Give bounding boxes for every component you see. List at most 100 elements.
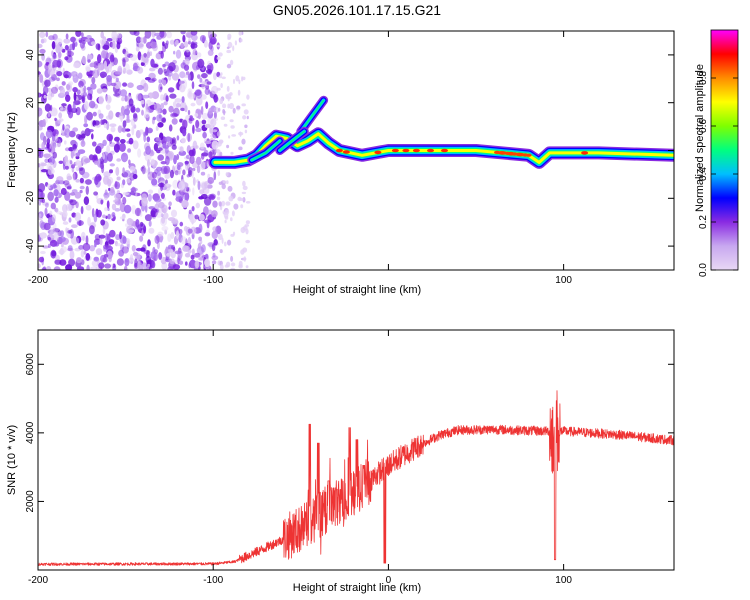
noise-blob: [147, 172, 150, 177]
noise-blob: [216, 141, 222, 147]
noise-blob: [204, 232, 211, 237]
noise-blob: [171, 118, 178, 125]
noise-blob: [116, 140, 120, 150]
noise-blob: [137, 66, 144, 74]
noise-blob: [176, 230, 179, 240]
noise-blob: [143, 52, 147, 58]
noise-blob: [145, 126, 149, 136]
noise-blob: [213, 107, 220, 113]
noise-blob: [185, 261, 188, 266]
noise-blob: [47, 111, 51, 118]
noise-blob: [170, 232, 175, 239]
noise-blob: [179, 260, 184, 265]
noise-blob: [236, 105, 241, 110]
noise-blob: [114, 136, 120, 142]
noise-blob: [57, 119, 62, 124]
noise-blob: [81, 171, 90, 179]
noise-blob: [144, 31, 152, 39]
noise-blob: [176, 135, 180, 141]
noise-blob: [119, 111, 124, 117]
noise-blob: [230, 267, 236, 270]
noise-blob: [233, 203, 239, 210]
noise-blob: [178, 228, 183, 235]
noise-blob: [72, 41, 76, 51]
noise-blob: [44, 115, 48, 124]
noise-blob: [124, 51, 129, 58]
colorbar-tick-label: 0.0: [698, 263, 709, 277]
snr-panel: -200 -100 0 100 2000 4000 6000 Height of strai…: [6, 329, 675, 594]
colorbar: 0.0 0.2 0.4 0.6 0.8 Normalized spectral ampl…: [694, 29, 739, 277]
noise-blob: [171, 144, 177, 150]
noise-blob: [140, 37, 144, 43]
noise-blob: [179, 84, 186, 93]
noise-blob: [92, 141, 97, 147]
noise-blob: [147, 193, 152, 202]
noise-blob: [38, 125, 43, 131]
noise-blob: [42, 266, 47, 270]
noise-blob: [126, 178, 131, 184]
noise-blob: [76, 266, 85, 270]
noise-blob: [45, 129, 53, 139]
noise-blob: [161, 226, 169, 232]
noise-blob: [197, 180, 201, 191]
noise-blob: [61, 81, 66, 86]
noise-blob: [146, 51, 151, 59]
noise-blob: [147, 239, 151, 247]
noise-blob: [140, 100, 145, 105]
noise-blob: [87, 216, 91, 226]
noise-blob: [190, 254, 195, 260]
noise-blob: [44, 103, 51, 112]
noise-blob: [141, 197, 148, 207]
noise-blob: [44, 158, 49, 163]
colorbar-tick-label: 0.2: [698, 215, 709, 229]
noise-blob: [179, 221, 184, 227]
noise-blob: [211, 140, 219, 150]
noise-blob: [171, 72, 180, 81]
noise-blob: [83, 158, 91, 164]
noise-blob: [122, 82, 128, 87]
noise-blob: [97, 62, 101, 73]
noise-blob: [115, 243, 122, 247]
noise-blob: [172, 101, 177, 108]
y-tick-label: 6000: [25, 353, 36, 376]
noise-blob: [100, 119, 104, 126]
signal-peak: [374, 150, 382, 155]
noise-blob: [63, 74, 69, 79]
noise-blob: [52, 59, 60, 68]
noise-blob: [58, 112, 63, 119]
spectrogram-heatmap: [38, 31, 674, 270]
noise-blob: [221, 200, 226, 207]
noise-blob: [185, 226, 191, 236]
noise-blob: [168, 201, 172, 207]
noise-blob: [145, 266, 149, 270]
noise-blob: [142, 36, 147, 44]
noise-blob: [212, 132, 219, 139]
noise-blob: [126, 133, 131, 138]
noise-blob: [148, 227, 155, 234]
noise-blob: [128, 98, 134, 107]
noise-blob: [44, 79, 51, 87]
noise-blob: [211, 85, 219, 95]
noise-blob: [114, 208, 121, 212]
colorbar-gradient: [711, 30, 738, 270]
noise-blob: [106, 200, 110, 209]
noise-blob: [170, 251, 176, 259]
noise-blob: [156, 114, 163, 122]
noise-blob: [90, 221, 96, 227]
noise-blob: [200, 171, 206, 176]
noise-blob: [228, 135, 231, 139]
noise-blob: [211, 38, 216, 45]
noise-blob: [63, 38, 71, 44]
noise-blob: [127, 82, 134, 88]
noise-blob: [56, 71, 63, 77]
noise-blob: [188, 37, 191, 45]
noise-blob: [224, 219, 227, 224]
noise-blob: [83, 196, 90, 206]
noise-blob: [218, 107, 221, 112]
noise-blob: [201, 73, 208, 79]
noise-blob: [191, 169, 194, 179]
noise-blob: [38, 163, 41, 168]
noise-blob: [216, 44, 221, 48]
noise-blob: [60, 230, 64, 237]
noise-blob: [65, 94, 71, 103]
